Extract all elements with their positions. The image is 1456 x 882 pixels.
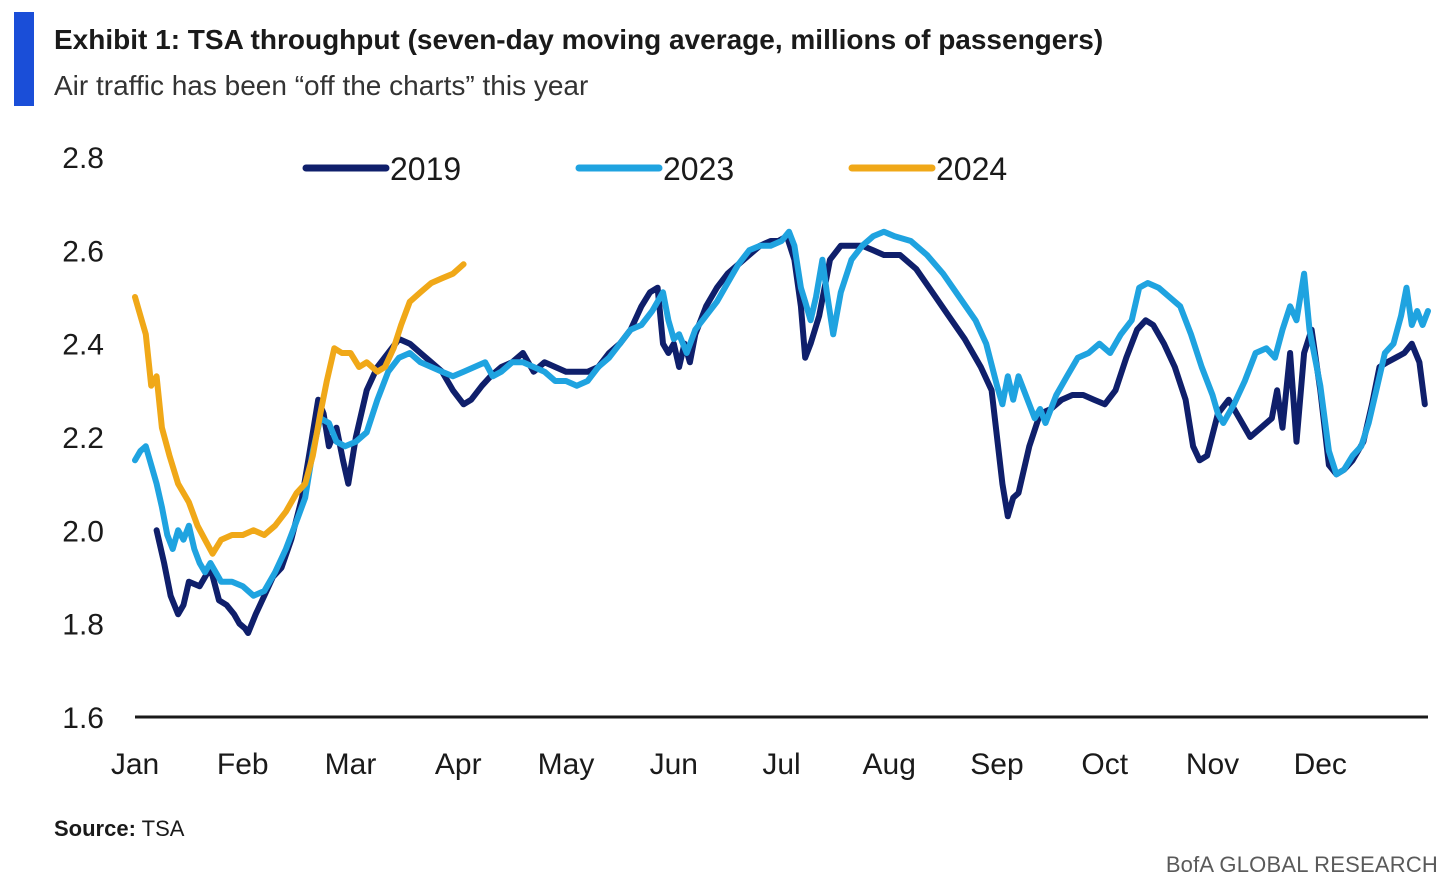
- x-tick-label: Jun: [650, 748, 698, 781]
- source-label: Source:: [54, 816, 136, 841]
- x-tick-label: Apr: [435, 748, 482, 781]
- source-note: Source: TSA: [54, 816, 184, 842]
- y-axis-tick-labels: 2.8 2.6 2.4 2.2 2.0 1.8 1.6: [62, 142, 104, 735]
- chart-subtitle: Air traffic has been “off the charts” th…: [54, 70, 589, 101]
- x-tick-label: Sep: [970, 748, 1023, 781]
- x-tick-label: Oct: [1081, 748, 1128, 781]
- x-tick-label: Jan: [111, 748, 159, 781]
- series-line-2019: [153, 233, 1428, 636]
- accent-bar: [14, 12, 34, 106]
- legend-label-2023: 2023: [663, 151, 734, 187]
- legend: 2019 2023 2024: [302, 151, 1007, 187]
- brand-footer: BofA GLOBAL RESEARCH: [1165, 852, 1438, 877]
- y-tick-label: 2.4: [62, 329, 104, 362]
- x-tick-label: Jul: [762, 748, 800, 781]
- source-value: TSA: [141, 816, 185, 841]
- x-tick-label: Nov: [1186, 748, 1239, 781]
- x-tick-label: Aug: [863, 748, 916, 781]
- x-tick-label: Mar: [325, 748, 377, 781]
- series-line-2024: [132, 261, 467, 557]
- legend-label-2019: 2019: [390, 151, 461, 187]
- chart-title: Exhibit 1: TSA throughput (seven-day mov…: [54, 24, 1104, 55]
- x-tick-label: Dec: [1294, 748, 1347, 781]
- series-lines: [132, 228, 1431, 636]
- y-tick-label: 2.0: [62, 515, 104, 548]
- line-chart: 2.8 2.6 2.4 2.2 2.0 1.8 1.6 Jan Feb Mar Apr May Jun…: [62, 142, 1431, 781]
- legend-label-2024: 2024: [936, 151, 1007, 187]
- x-tick-label: May: [538, 748, 595, 781]
- x-tick-label: Feb: [217, 748, 269, 781]
- y-tick-label: 2.2: [62, 422, 104, 455]
- y-tick-label: 2.8: [62, 142, 104, 175]
- x-axis-tick-labels: Jan Feb Mar Apr May Jun Jul Aug Sep Oct Nov Dec: [111, 748, 1347, 781]
- y-tick-label: 2.6: [62, 235, 104, 268]
- y-tick-label: 1.6: [62, 702, 104, 735]
- y-tick-label: 1.8: [62, 609, 104, 642]
